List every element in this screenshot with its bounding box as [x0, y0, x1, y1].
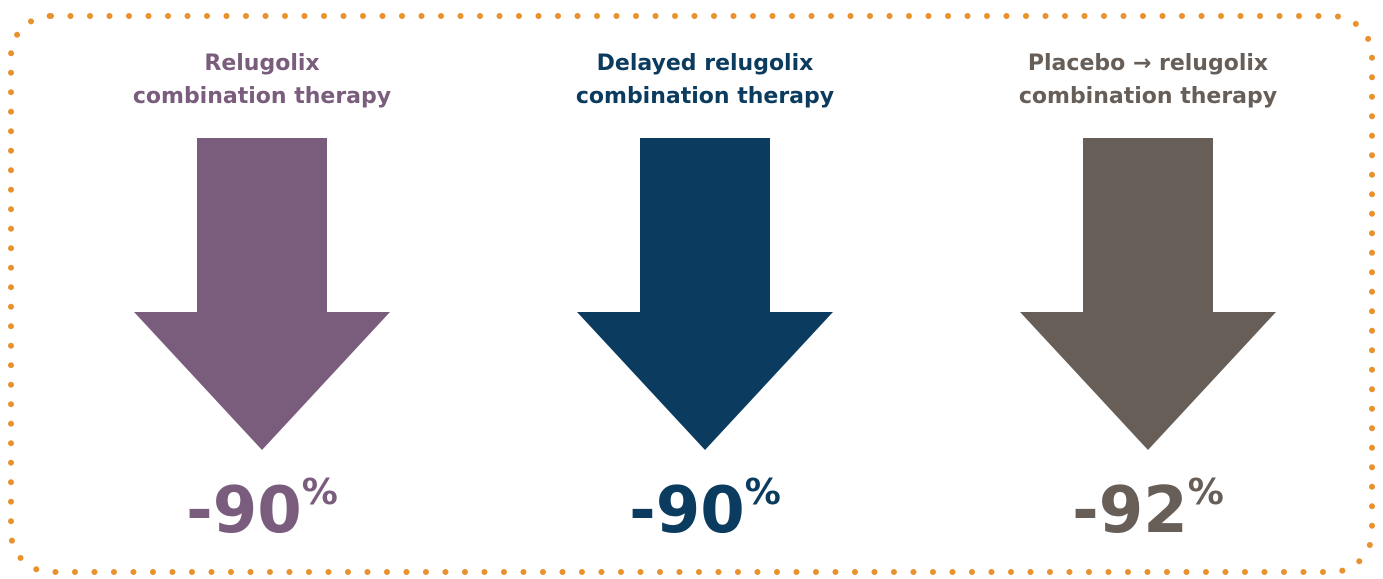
- panel-title: combination therapy: [576, 84, 834, 109]
- result-value: -90: [186, 474, 302, 548]
- result: -90%: [629, 472, 781, 548]
- panel-title: Placebo → relugolix: [1028, 51, 1268, 76]
- panel: Delayed relugolix combination therapy -90%: [576, 51, 834, 548]
- result: -90%: [186, 472, 338, 548]
- result-unit: %: [1188, 472, 1224, 513]
- panel-title: combination therapy: [1019, 84, 1277, 109]
- dotted-border: [8, 13, 1375, 575]
- result-unit: %: [745, 472, 781, 513]
- result-unit: %: [302, 472, 338, 513]
- result-value: -92: [1072, 474, 1188, 548]
- down-arrow: [134, 138, 390, 450]
- panel: Placebo → relugolix combination therapy -9…: [1019, 51, 1277, 548]
- panel-title: Delayed relugolix: [597, 51, 814, 76]
- panel-title: combination therapy: [133, 84, 391, 109]
- down-arrow: [577, 138, 833, 450]
- panel: Relugolix combination therapy -90%: [133, 51, 391, 548]
- result: -92%: [1072, 472, 1224, 548]
- result-value: -90: [629, 474, 745, 548]
- down-arrow: [1020, 138, 1276, 450]
- panel-title: Relugolix: [204, 51, 319, 76]
